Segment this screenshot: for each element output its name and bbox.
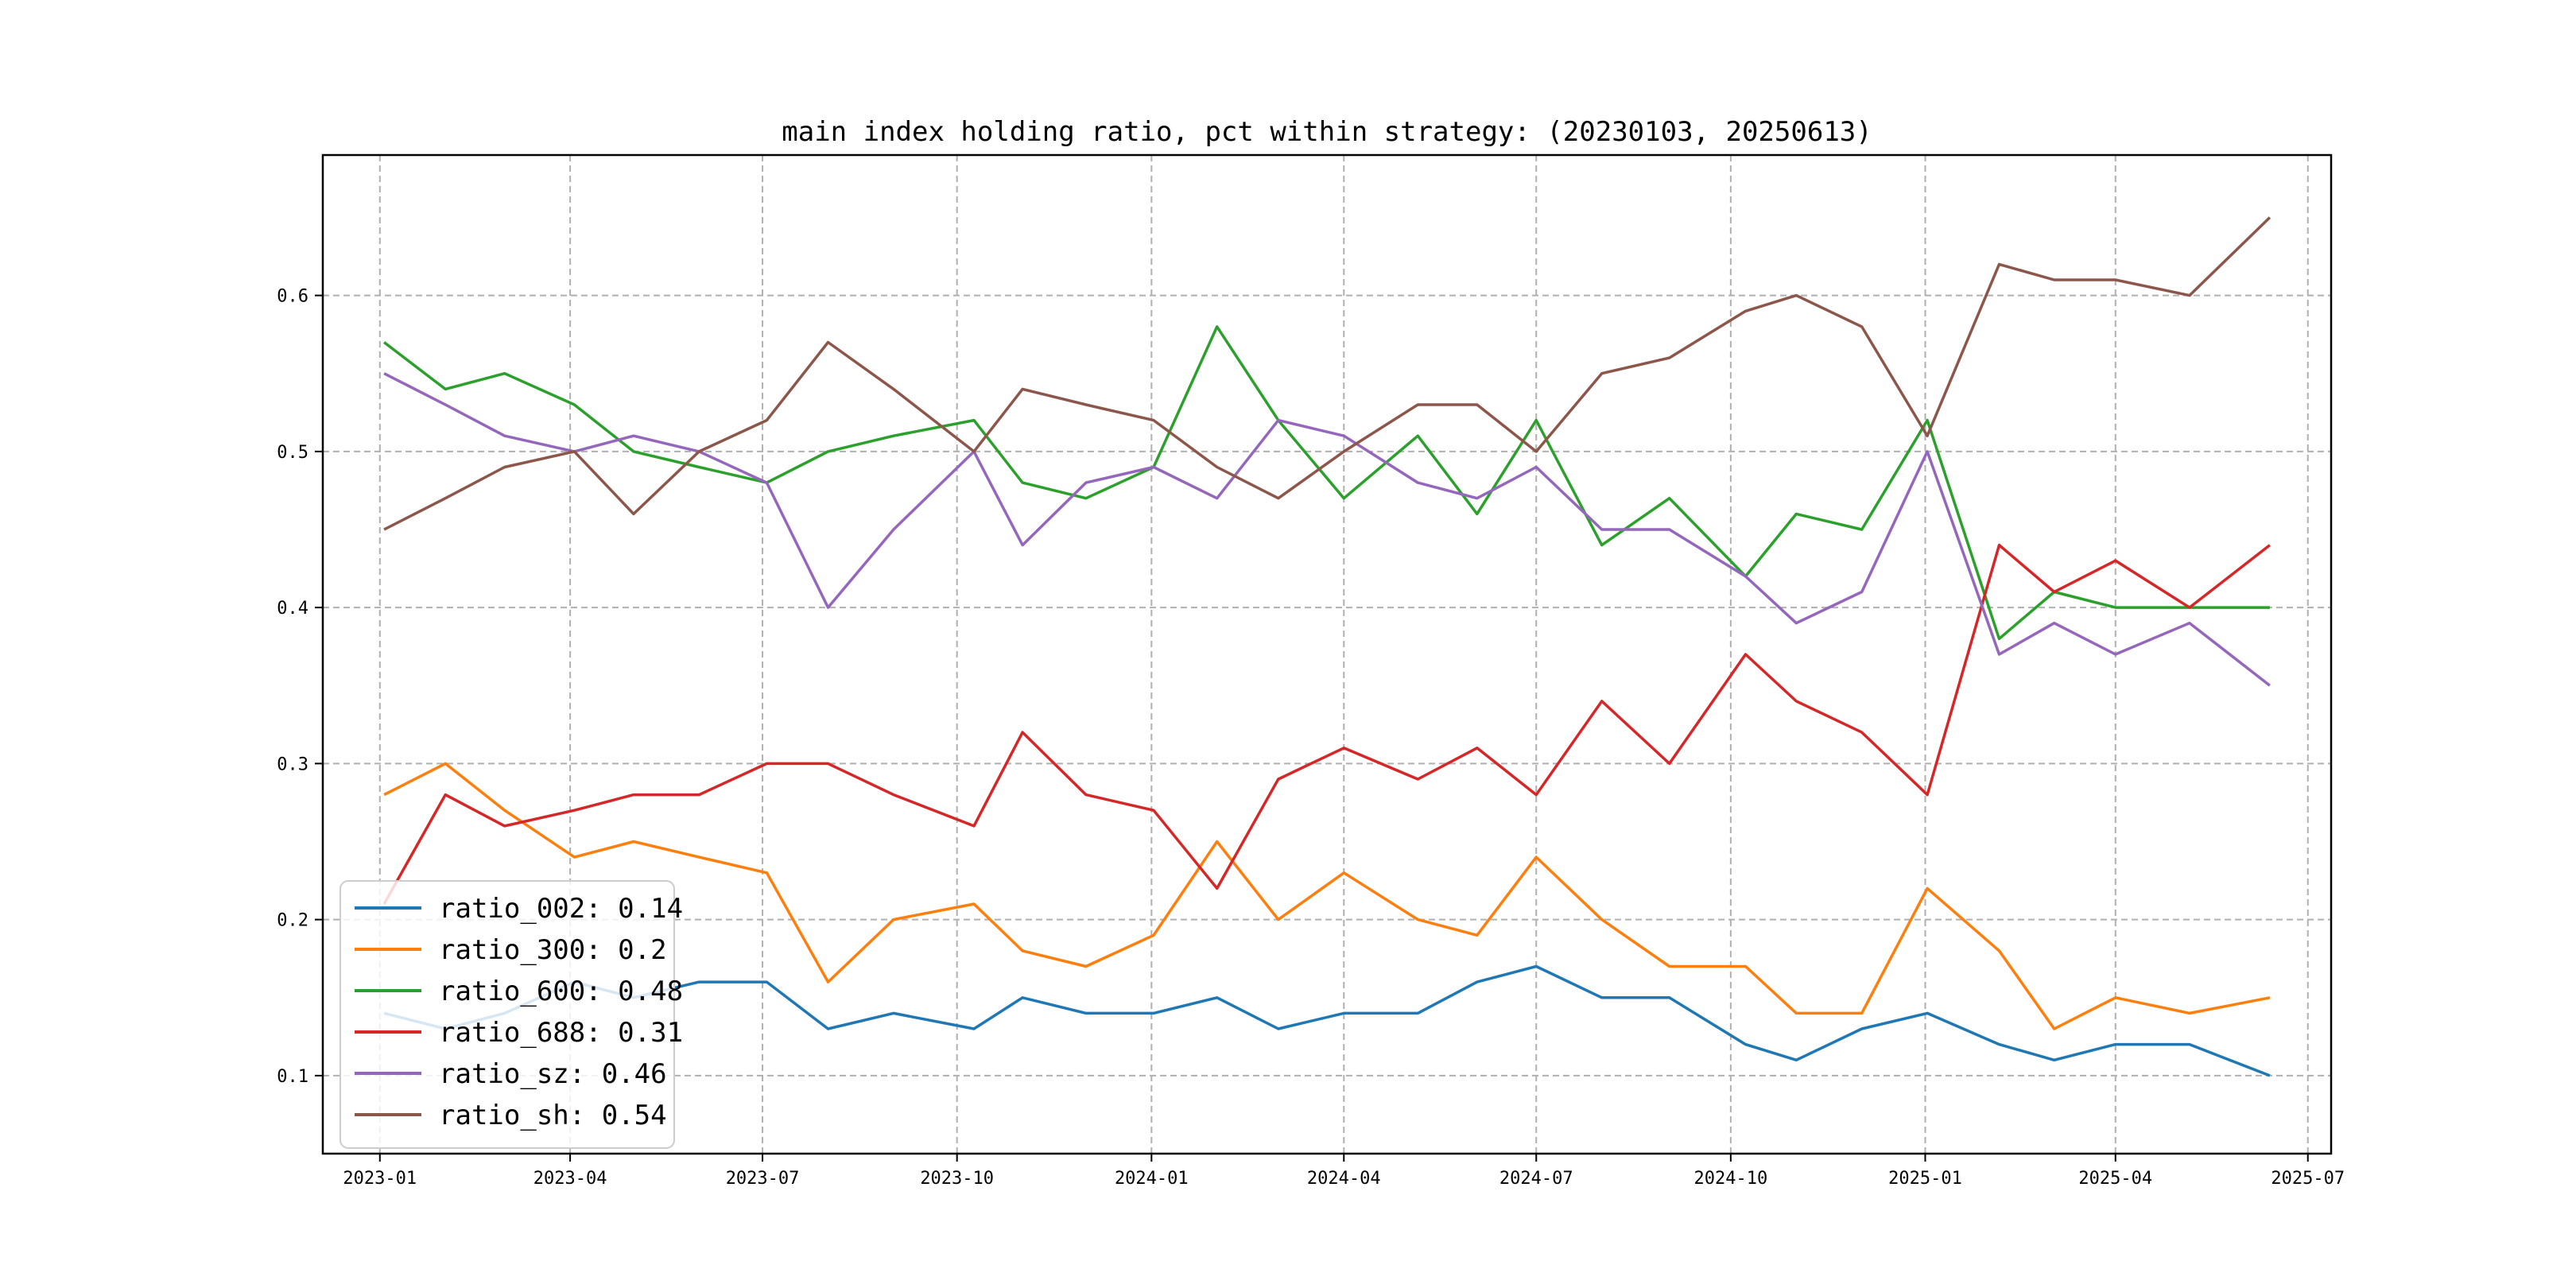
x-tick-label: 2023-04 bbox=[533, 1169, 607, 1189]
series-line-ratio-688 bbox=[382, 543, 2271, 905]
x-tick-label: 2024-04 bbox=[1307, 1169, 1381, 1189]
y-tick-label: 0.6 bbox=[277, 287, 308, 307]
legend: ratio_002: 0.14 ratio_300: 0.2 ratio_600: … bbox=[339, 880, 683, 1149]
x-tick-label: 2025-01 bbox=[1888, 1169, 1962, 1189]
legend-label: ratio_300: 0.2 bbox=[439, 934, 667, 966]
chart-title: main index holding ratio, pct within str… bbox=[782, 116, 1872, 148]
series-lines bbox=[382, 216, 2271, 1077]
x-tick-label: 2025-04 bbox=[2078, 1169, 2152, 1189]
plot-frame bbox=[321, 153, 2333, 1155]
legend-box bbox=[339, 880, 675, 1149]
y-tick-label: 0.3 bbox=[277, 755, 308, 774]
legend-label: ratio_600: 0.48 bbox=[439, 976, 683, 1007]
axes: 2023-01 2023-04 2023-07 2023-10 2024-01 2024-… bbox=[277, 287, 2345, 1189]
series-line-ratio-300 bbox=[383, 762, 2271, 1030]
x-tick-label: 2023-07 bbox=[726, 1169, 800, 1189]
legend-label: ratio_sh: 0.54 bbox=[439, 1100, 667, 1131]
series-line-ratio-sz bbox=[383, 372, 2271, 687]
series-line-ratio-600 bbox=[383, 325, 2270, 641]
series-line-ratio-002 bbox=[383, 964, 2271, 1077]
x-tick-label: 2024-01 bbox=[1115, 1169, 1189, 1189]
x-tick-label: 2025-07 bbox=[2271, 1169, 2345, 1189]
x-tick-label: 2024-07 bbox=[1499, 1169, 1573, 1189]
series-line-ratio-sh bbox=[383, 216, 2271, 531]
y-tick-label: 0.4 bbox=[277, 599, 308, 619]
y-tick-label: 0.1 bbox=[277, 1067, 308, 1087]
legend-label: ratio_002: 0.14 bbox=[439, 893, 683, 925]
y-tick-label: 0.2 bbox=[277, 911, 308, 931]
y-tick-label: 0.5 bbox=[277, 443, 308, 463]
legend-label: ratio_688: 0.31 bbox=[439, 1017, 683, 1049]
legend-label: ratio_sz: 0.46 bbox=[439, 1058, 667, 1090]
x-tick-label: 2023-01 bbox=[343, 1169, 417, 1189]
x-tick-label: 2024-10 bbox=[1693, 1169, 1767, 1189]
x-tick-label: 2023-10 bbox=[920, 1169, 994, 1189]
